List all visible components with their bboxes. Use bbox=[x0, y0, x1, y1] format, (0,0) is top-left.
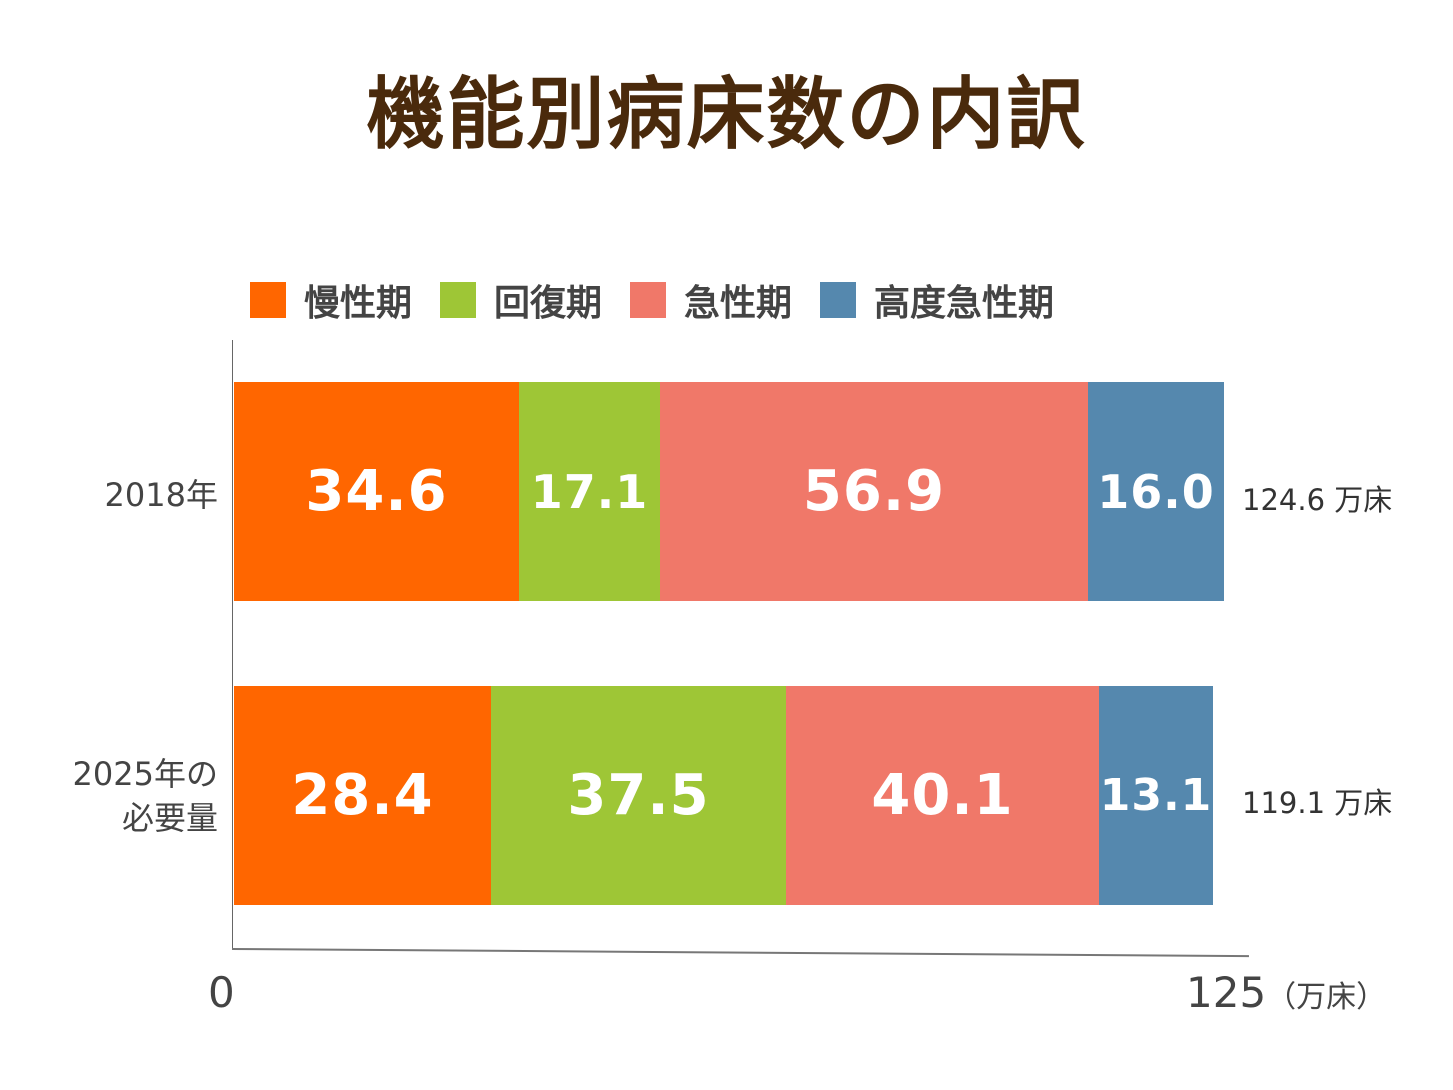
legend-label: 急性期 bbox=[684, 283, 793, 324]
x-axis-line bbox=[231, 948, 1249, 958]
bar-segment-recovery: 37.5 bbox=[491, 686, 786, 905]
legend-swatch-chronic bbox=[250, 282, 286, 318]
legend-item-chronic: 慢性期 bbox=[250, 274, 412, 326]
segment-value: 40.1 bbox=[871, 763, 1014, 828]
total-label-2025: 119.1 万床 bbox=[1242, 786, 1393, 820]
segment-value: 34.6 bbox=[305, 459, 448, 524]
total-label-2018: 124.6 万床 bbox=[1242, 483, 1393, 517]
legend: 慢性期 回復期 急性期 高度急性期 bbox=[250, 278, 1082, 324]
bar-segment-chronic: 34.6 bbox=[234, 382, 519, 601]
legend-label: 慢性期 bbox=[304, 283, 413, 324]
segment-value: 56.9 bbox=[802, 459, 946, 524]
legend-item-advanced-acute: 高度急性期 bbox=[820, 274, 1054, 326]
bar-segment-acute: 40.1 bbox=[786, 686, 1099, 905]
legend-swatch-advanced-acute bbox=[820, 282, 857, 318]
bar-segment-acute: 56.9 bbox=[660, 382, 1088, 601]
legend-swatch-acute bbox=[630, 282, 667, 318]
legend-item-recovery: 回復期 bbox=[440, 274, 602, 326]
segment-value: 17.1 bbox=[530, 464, 649, 519]
bar-segment-chronic: 28.4 bbox=[234, 686, 491, 905]
bar-segment-recovery: 17.1 bbox=[519, 382, 660, 601]
legend-label: 高度急性期 bbox=[874, 283, 1055, 324]
bar-segment-advanced-acute: 13.1 bbox=[1099, 686, 1213, 905]
chart-title: 機能別病床数の内訳 bbox=[366, 70, 1087, 160]
x-tick-max-value: 125 bbox=[1186, 968, 1267, 1017]
category-label-line: 必要量 bbox=[121, 799, 218, 837]
segment-value: 28.4 bbox=[291, 763, 434, 828]
segment-value: 16.0 bbox=[1097, 464, 1215, 519]
category-label-line: 2025年の bbox=[72, 755, 218, 793]
segment-value: 13.1 bbox=[1099, 770, 1213, 821]
legend-swatch-recovery bbox=[440, 282, 477, 318]
category-label-2025: 2025年の 必要量 bbox=[20, 752, 218, 840]
category-label-2018: 2018年 bbox=[40, 473, 218, 517]
bar-row-2025: 28.4 37.5 40.1 13.1 bbox=[234, 686, 1213, 905]
x-tick-min: 0 bbox=[208, 968, 235, 1017]
x-tick-max: 125（万床） bbox=[1186, 968, 1386, 1017]
x-axis-unit: （万床） bbox=[1266, 980, 1387, 1015]
legend-item-acute: 急性期 bbox=[630, 274, 792, 326]
category-label-line: 2018年 bbox=[104, 476, 218, 514]
segment-value: 37.5 bbox=[567, 763, 710, 828]
y-axis-line bbox=[232, 340, 233, 948]
bar-row-2018: 34.6 17.1 56.9 16.0 bbox=[234, 382, 1224, 601]
bar-segment-advanced-acute: 16.0 bbox=[1088, 382, 1224, 601]
legend-label: 回復期 bbox=[494, 283, 603, 324]
